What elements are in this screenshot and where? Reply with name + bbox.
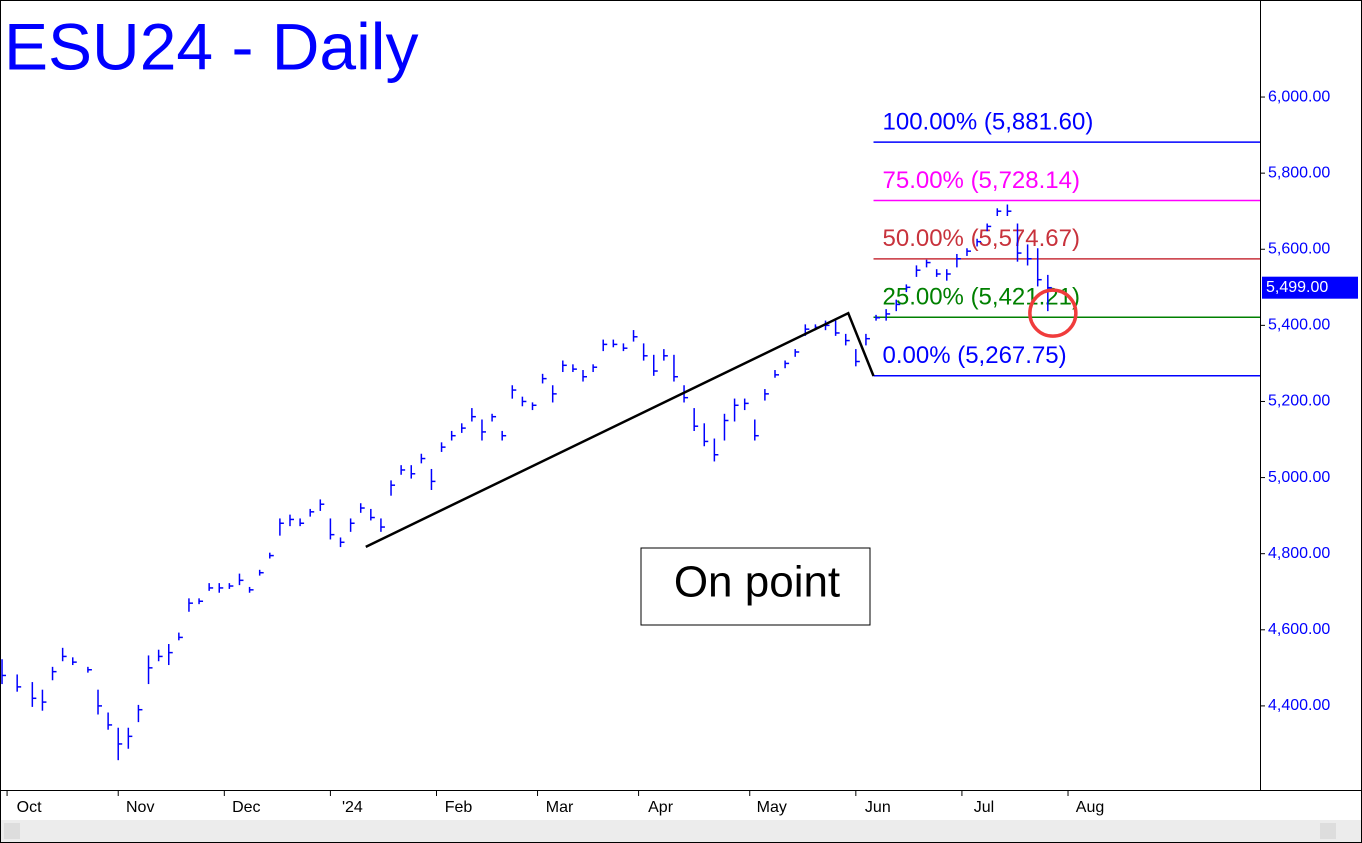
x-tick-label: Aug [1076,799,1104,816]
scrollbar[interactable] [1,820,1361,842]
y-tick-label: 5,400.00 [1268,317,1330,334]
x-tick-label: May [757,799,787,816]
y-tick-label: 4,600.00 [1268,621,1330,638]
x-tick-label: Jun [865,799,891,816]
y-tick-label: 5,800.00 [1268,164,1330,181]
highlight-circle [1028,288,1078,338]
x-tick-label: Apr [648,799,674,816]
price-tag-label: 5,499.00 [1266,279,1328,296]
x-tick-label: Nov [126,799,154,816]
annotation-box [640,547,871,626]
y-tick-label: 5,000.00 [1268,469,1330,486]
y-tick-label: 5,600.00 [1268,240,1330,257]
level-label: 100.00% (5,881.60) [883,108,1094,135]
level-label: 0.00% (5,267.75) [883,342,1067,369]
x-tick-label: '24 [342,799,363,816]
x-tick-label: Mar [546,799,574,816]
y-tick-label: 4,800.00 [1268,545,1330,562]
level-label: 75.00% (5,728.14) [883,167,1080,194]
scroll-left[interactable] [4,823,20,839]
y-tick-label: 4,400.00 [1268,697,1330,714]
x-tick-label: Feb [445,799,473,816]
chart-title: ESU24 - Daily [4,9,418,83]
x-tick-label: Jul [974,799,994,816]
annotation: On point [674,558,840,607]
scroll-right[interactable] [1320,823,1336,839]
x-tick-label: Oct [17,799,42,816]
price-tag [1262,276,1358,299]
y-tick-label: 5,200.00 [1268,393,1330,410]
level-label: 50.00% (5,574.67) [883,225,1080,252]
y-tick-label: 6,000.00 [1268,88,1330,105]
trend-line [365,311,875,548]
x-tick-label: Dec [232,799,260,816]
